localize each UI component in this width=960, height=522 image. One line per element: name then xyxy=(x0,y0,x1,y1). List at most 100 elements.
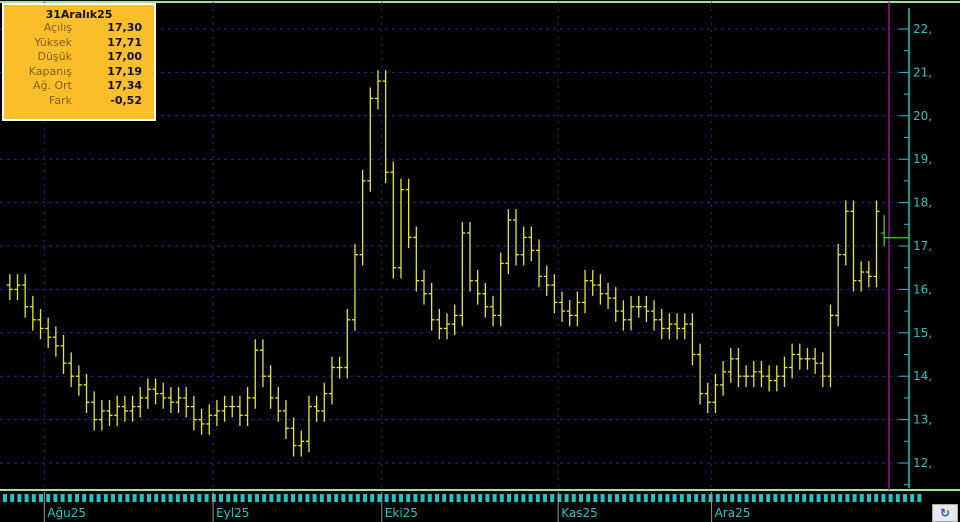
y-tick-label: 13, xyxy=(913,413,932,427)
timeline-tick xyxy=(435,494,439,502)
timeline-tick xyxy=(456,494,461,502)
timeline-tick xyxy=(406,494,411,502)
info-label: Kapanış xyxy=(28,64,72,78)
timeline-tick xyxy=(391,494,396,502)
timeline-tick xyxy=(787,494,792,502)
info-row: Düşük 17,00 xyxy=(4,50,154,65)
timeline-tick xyxy=(514,494,519,502)
timeline-tick xyxy=(298,494,303,502)
timeline-tick xyxy=(679,494,684,502)
timeline-tick xyxy=(363,494,367,502)
timeline-tick xyxy=(24,494,29,502)
timeline-tick xyxy=(492,494,497,502)
timeline-tick xyxy=(89,494,94,502)
month-label: Kas25 xyxy=(561,506,598,520)
timeline-tick xyxy=(910,494,915,502)
y-tick-label: 16, xyxy=(913,282,932,296)
timeline-tick xyxy=(867,494,871,502)
timeline-tick xyxy=(485,494,490,502)
timeline-tick xyxy=(370,494,375,502)
timeline-tick xyxy=(888,494,893,502)
timeline-tick xyxy=(751,494,756,502)
timeline-tick xyxy=(39,494,43,502)
y-tick-label: 14, xyxy=(913,369,932,383)
timeline-tick xyxy=(31,494,36,502)
timeline-tick xyxy=(427,494,432,502)
timeline-tick xyxy=(420,494,425,502)
timeline-tick xyxy=(535,494,540,502)
info-label: Ağ. Ort xyxy=(33,79,72,92)
timeline-tick xyxy=(600,494,605,502)
timeline-tick xyxy=(312,494,317,502)
timeline-tick xyxy=(550,494,555,502)
timeline-tick xyxy=(118,494,123,502)
timeline-tick xyxy=(629,494,634,502)
timeline-tick xyxy=(262,494,267,502)
timeline-tick xyxy=(67,494,72,502)
timeline-tick xyxy=(795,494,799,502)
timeline-tick xyxy=(543,494,547,502)
info-value: 17,71 xyxy=(107,35,142,49)
timeline-tick xyxy=(190,494,195,502)
timeline-tick xyxy=(672,494,677,502)
ohlc-info-box: 31Aralık25 Açılış 17,30 Yüksek 17,71 Düşük 17… xyxy=(2,3,156,121)
info-value: -0,52 xyxy=(110,93,142,107)
timeline-tick xyxy=(399,494,403,502)
timeline-tick xyxy=(175,494,180,502)
timeline-tick xyxy=(183,494,187,502)
timeline-tick xyxy=(111,494,115,502)
timeline-tick xyxy=(139,494,144,502)
timeline-tick xyxy=(219,494,223,502)
timeline-tick xyxy=(802,494,807,502)
timeline-tick xyxy=(823,494,828,502)
y-tick-label: 19, xyxy=(913,152,932,166)
timeline-tick xyxy=(276,494,281,502)
timeline-tick xyxy=(233,494,238,502)
timeline-tick xyxy=(348,494,353,502)
month-label: Eyl25 xyxy=(216,506,249,520)
info-row: Ağ. Ort 17,34 xyxy=(4,79,154,94)
info-row: Kapanış 17,19 xyxy=(4,65,154,80)
timeline-tick xyxy=(168,494,173,502)
timeline-tick xyxy=(557,494,562,502)
timeline-tick xyxy=(874,494,879,502)
info-label: Açılış xyxy=(43,21,72,34)
timeline-tick xyxy=(694,494,699,502)
timeline-tick xyxy=(53,494,58,502)
timeline-tick xyxy=(154,494,159,502)
timeline-tick xyxy=(658,494,663,502)
timeline-tick xyxy=(125,494,130,502)
timeline-tick xyxy=(161,494,166,502)
timeline-tick xyxy=(471,494,475,502)
timeline-tick xyxy=(816,494,821,502)
timeline-tick xyxy=(305,494,310,502)
y-tick-label: 21, xyxy=(913,65,932,79)
timeline-tick xyxy=(715,494,720,502)
timeline-tick xyxy=(607,494,612,502)
timeline-tick xyxy=(103,494,108,502)
timeline-tick xyxy=(355,494,360,502)
timeline-tick xyxy=(204,494,209,502)
y-tick-label: 12, xyxy=(913,456,932,470)
info-date: 31Aralık25 xyxy=(45,8,113,21)
timeline-tick xyxy=(442,494,447,502)
timeline-tick xyxy=(377,494,382,502)
info-label: Düşük xyxy=(37,50,72,63)
timeline-tick xyxy=(636,494,641,502)
timeline-tick xyxy=(499,494,504,502)
timeline-tick xyxy=(903,494,907,502)
timeline-tick xyxy=(780,494,785,502)
timeline-tick xyxy=(449,494,454,502)
refresh-icon[interactable]: ↻ xyxy=(932,504,958,522)
info-value: 17,00 xyxy=(107,50,142,63)
timeline-tick xyxy=(593,494,598,502)
timeline-tick xyxy=(615,494,619,502)
timeline-tick xyxy=(291,494,295,502)
timeline-tick xyxy=(759,494,763,502)
y-tick-label: 15, xyxy=(913,326,932,340)
timeline-tick xyxy=(744,494,749,502)
timeline-tick xyxy=(838,494,843,502)
month-label: Ara25 xyxy=(715,506,751,520)
timeline-tick xyxy=(384,494,389,502)
